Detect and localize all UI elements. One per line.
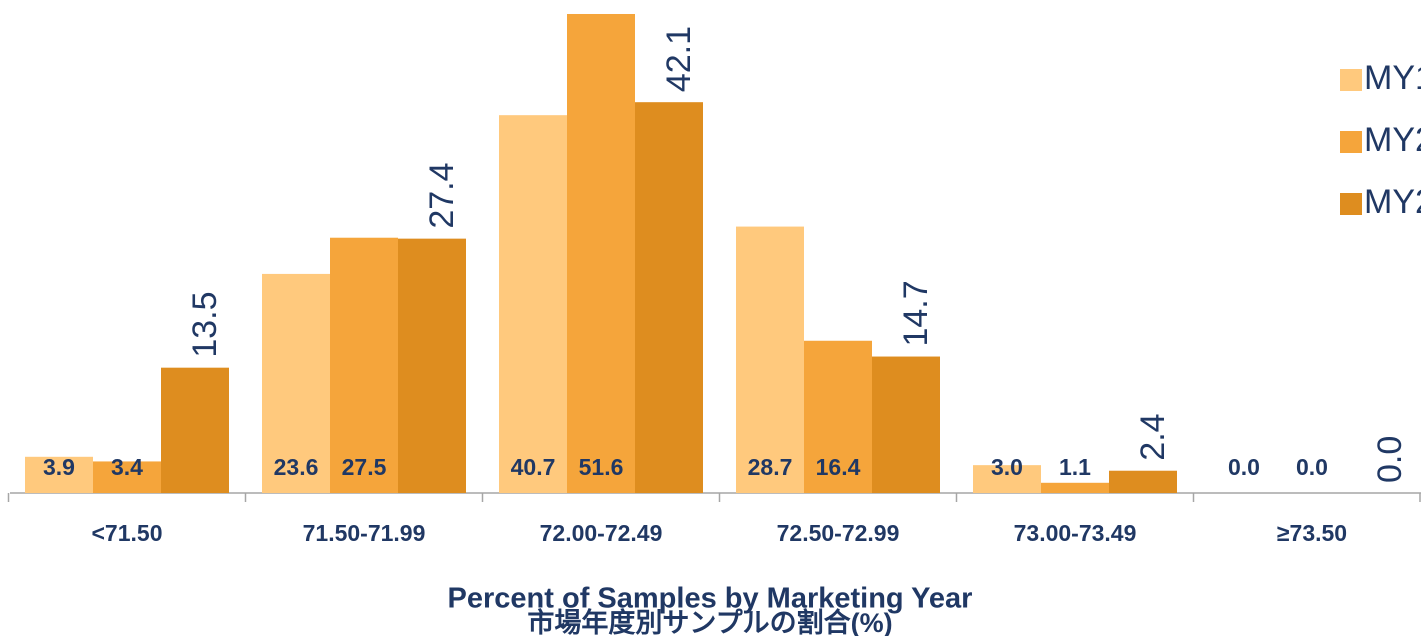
value-label: 27.4	[423, 162, 461, 228]
bar	[1041, 482, 1109, 493]
x-axis-label: Percent of Samples by Marketing Year	[448, 583, 973, 615]
bar	[804, 340, 872, 493]
x-axis-label-ja: 市場年度別サンプルの割合(%)	[527, 607, 892, 636]
value-label: 1.1	[1059, 454, 1091, 480]
x-tick-label: ≥73.50	[1277, 520, 1347, 546]
value-label: 42.1	[660, 26, 698, 92]
value-label: 40.7	[511, 454, 556, 480]
bar	[872, 356, 940, 493]
value-label: 0.0	[1296, 454, 1328, 480]
value-label: 51.6	[579, 454, 624, 480]
legend-swatch	[1340, 69, 1362, 91]
value-label: 16.4	[816, 454, 861, 480]
value-label: 3.4	[111, 454, 143, 480]
value-label: 13.5	[186, 291, 224, 357]
bar	[330, 237, 398, 493]
bar	[736, 226, 804, 493]
bar	[1109, 470, 1177, 493]
bar	[25, 456, 93, 493]
legend-label: MY20/21	[1364, 121, 1421, 159]
bar	[567, 13, 635, 494]
value-label: 3.0	[991, 454, 1023, 480]
bar	[973, 465, 1041, 493]
bar	[93, 461, 161, 493]
value-label: 2.4	[1134, 413, 1172, 460]
value-label: 0.0	[1228, 454, 1260, 480]
legend-label: MY21/22	[1364, 183, 1421, 221]
bar	[161, 367, 229, 493]
bar	[635, 102, 703, 493]
x-tick-label: 72.00-72.49	[540, 520, 663, 546]
bar	[398, 238, 466, 493]
legend-label: MY19/20	[1364, 59, 1421, 97]
value-label: 28.7	[748, 454, 793, 480]
value-label: 3.9	[43, 454, 75, 480]
bar	[262, 273, 330, 493]
value-label: 27.5	[342, 454, 387, 480]
bar	[499, 115, 567, 494]
value-label: 14.7	[897, 280, 935, 346]
x-tick-label: 73.00-73.49	[1014, 520, 1137, 546]
legend-swatch	[1340, 131, 1362, 153]
legend-swatch	[1340, 193, 1362, 215]
x-tick-label: 72.50-72.99	[777, 520, 900, 546]
x-tick-label: <71.50	[92, 520, 163, 546]
x-tick-label: 71.50-71.99	[303, 520, 426, 546]
value-label: 23.6	[274, 454, 319, 480]
value-label: 0.0	[1371, 436, 1409, 483]
